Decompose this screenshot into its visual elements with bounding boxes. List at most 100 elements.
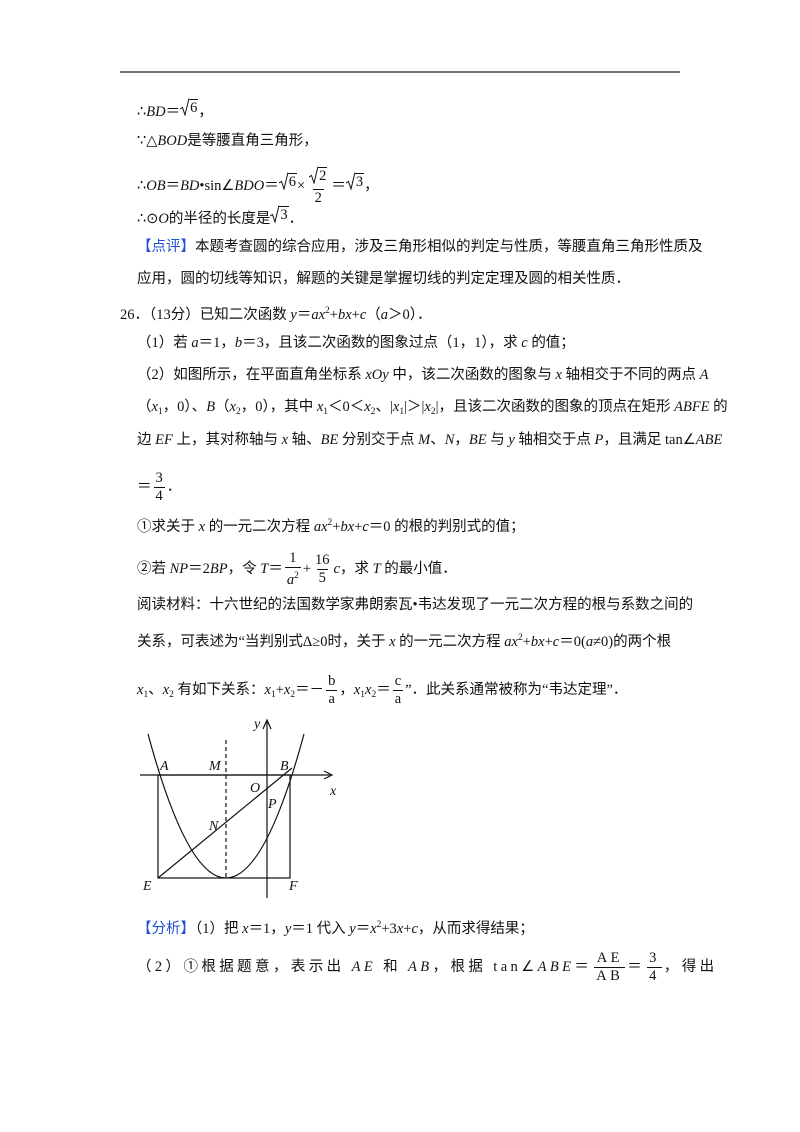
text-segment: ＝ <box>627 958 646 975</box>
text-segment: x <box>242 921 249 937</box>
text-segment: 5 <box>318 570 326 586</box>
text-segment: b <box>328 673 336 689</box>
text-segment: x <box>555 367 562 383</box>
text-segment: T <box>372 560 381 577</box>
text-segment: y <box>290 307 297 323</box>
text-segment: ＝ <box>574 958 593 975</box>
label: M <box>208 759 222 774</box>
radical-sign <box>345 172 355 190</box>
text-segment: ＝ <box>296 307 312 323</box>
text-segment: ＝ <box>331 177 346 194</box>
text-segment: ， <box>198 104 213 120</box>
text-segment: a <box>286 572 295 588</box>
text-segment: （1）若 <box>137 335 192 351</box>
radical: 2 <box>309 166 328 184</box>
text-segment: 【点评】 <box>137 239 195 255</box>
text-segment: x <box>392 399 400 415</box>
text-segment: 2 <box>314 190 322 206</box>
text-segment: ＝3，且该二次函数的图象过点（1，1），求 <box>242 335 522 351</box>
text-segment: c <box>411 921 418 937</box>
text-segment: ＝ <box>137 478 152 495</box>
text-segment: 2 <box>517 633 523 643</box>
text-segment: c <box>333 560 340 577</box>
text-segment: BE <box>320 432 339 448</box>
text-segment: 的半径的长度是 <box>168 211 271 227</box>
text-segment: a <box>380 307 388 323</box>
text-segment: a <box>328 691 335 707</box>
text-segment: ＝ <box>264 177 279 194</box>
text-segment: 2 <box>325 306 330 316</box>
radical: 6 <box>180 98 199 116</box>
text-segment: 26．（13分）已知二次函数 <box>120 307 291 323</box>
text-segment: ∵△ <box>137 133 158 149</box>
text-segment: ＝ <box>268 560 283 577</box>
text-segment: c <box>394 673 402 689</box>
fraction: 16 5 <box>313 552 332 587</box>
text-segment: 的最小值． <box>380 560 457 577</box>
text-segment: 2 <box>294 571 299 581</box>
text-segment: + <box>354 519 363 535</box>
text-segment: |，且该二次函数的图象的顶点在矩形 <box>435 399 675 415</box>
text-segment: x <box>137 681 144 698</box>
text-segment: × <box>296 177 306 194</box>
text-line: （x1，0）、B（x2，0），其中 x1＜0＜x2、|x1|＞|x2|，且该二次… <box>137 397 728 422</box>
text-segment: 的 <box>709 399 728 415</box>
text-segment: O <box>158 211 169 227</box>
text-segment: 6 <box>190 100 198 116</box>
text-segment: 1 <box>360 689 365 700</box>
text-segment: x <box>364 399 371 415</box>
text-segment: x <box>198 519 206 535</box>
text-segment: ≠0)的两个根 <box>593 634 672 650</box>
text-segment: 关系，可表述为“当判别式Δ≥0时，关于 <box>137 634 390 650</box>
text-segment: ax <box>504 634 518 650</box>
text-line: ∵△BOD是等腰直角三角形， <box>137 131 318 151</box>
text-segment: bx <box>337 307 352 323</box>
text-segment: 2 <box>169 689 174 700</box>
text-segment: c <box>359 307 367 323</box>
text-segment: ，令 <box>227 560 261 577</box>
text-segment: ，且满足 tan∠ <box>603 432 696 448</box>
fraction: 1 a2 <box>284 550 301 589</box>
text-line: 关系，可表述为“当判别式Δ≥0时，关于 x 的一元二次方程 ax2+bx+c＝0… <box>137 628 671 652</box>
text-segment: bx <box>530 634 545 650</box>
x-arrow <box>323 770 334 780</box>
text-segment: ＝ <box>165 177 181 194</box>
text-segment: 【分析】 <box>137 921 195 937</box>
label: A <box>159 759 169 774</box>
text-segment: ，从而求得结果； <box>417 921 534 937</box>
text-line: ∴OB＝BD•sin∠BDO＝ 6 × 2 2 ＝ 3， <box>137 166 379 207</box>
text-segment: 4 <box>155 488 163 504</box>
text-segment: 2 <box>319 168 327 184</box>
text-line: ②若 NP＝2BP，令 T＝ 1 a2 +16 5 c，求 T 的最小值． <box>137 550 457 589</box>
text-segment: 边 <box>137 432 156 448</box>
label: F <box>288 879 298 894</box>
text-segment: T <box>260 560 269 577</box>
text-line: 阅读材料：十六世纪的法国数学家弗朗索瓦•韦达发现了一元二次方程的根与系数之间的 <box>137 595 693 615</box>
text-segment: BDO <box>234 177 265 194</box>
text-segment: 中，该二次函数的图象与 <box>388 367 556 383</box>
text-segment: + <box>403 921 412 937</box>
text-segment: 2 <box>327 518 333 528</box>
text-segment: N <box>444 432 455 448</box>
text-segment: 2 <box>430 407 436 417</box>
label: P <box>267 797 277 812</box>
text-segment: ”．此关系通常被称为“韦达定理”． <box>405 681 628 698</box>
text-segment: x <box>162 681 170 698</box>
radical-sign <box>270 205 280 223</box>
text-segment: ＝0( <box>559 634 586 650</box>
text-segment: y <box>284 921 292 937</box>
text-segment: x <box>365 681 372 698</box>
text-segment: a <box>191 335 199 351</box>
text-segment: ABE <box>695 432 723 448</box>
text-segment: AE <box>596 950 623 966</box>
text-segment: ＝1， <box>248 921 285 937</box>
text-segment: 与 <box>486 432 509 448</box>
text-segment: 轴、 <box>288 432 321 448</box>
text-segment: 轴相交于点 <box>514 432 595 448</box>
label: y <box>252 717 261 732</box>
text-line: x1、x2 有如下关系：x1+x2＝－ b a ，x1x2＝ c a ”．此关系通常被称为“… <box>137 673 627 708</box>
text-segment: 1 <box>289 550 297 566</box>
text-segment: ，根据 tan∠ <box>432 958 538 975</box>
